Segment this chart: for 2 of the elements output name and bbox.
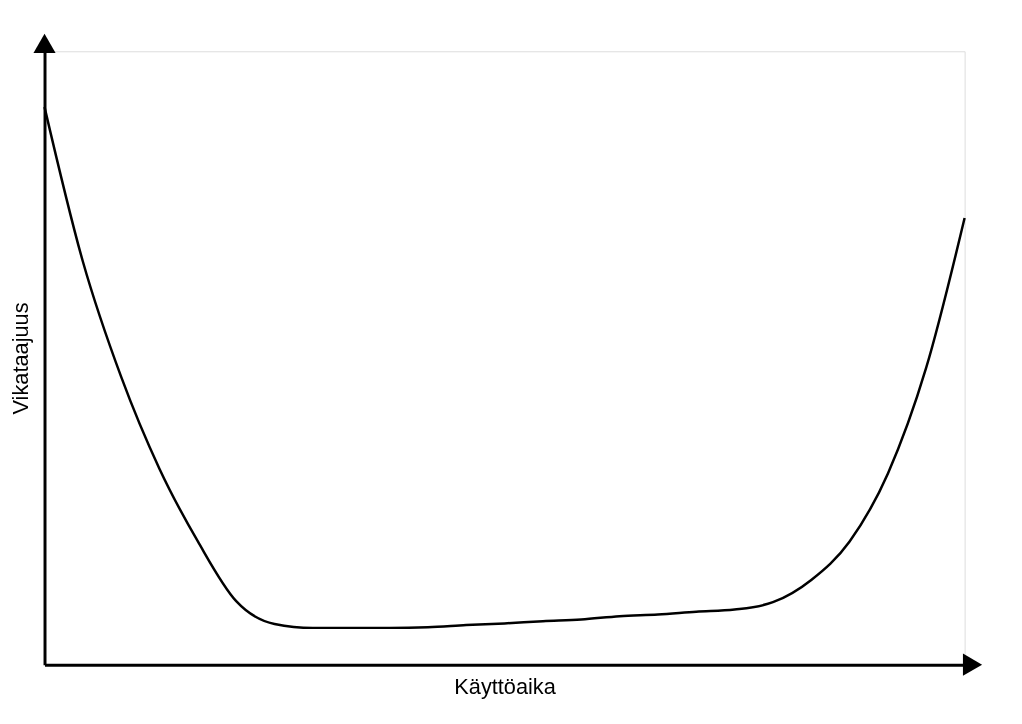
x-axis-title: Käyttöaika	[454, 673, 557, 699]
y-axis-title: Vikataajuus	[8, 302, 34, 415]
